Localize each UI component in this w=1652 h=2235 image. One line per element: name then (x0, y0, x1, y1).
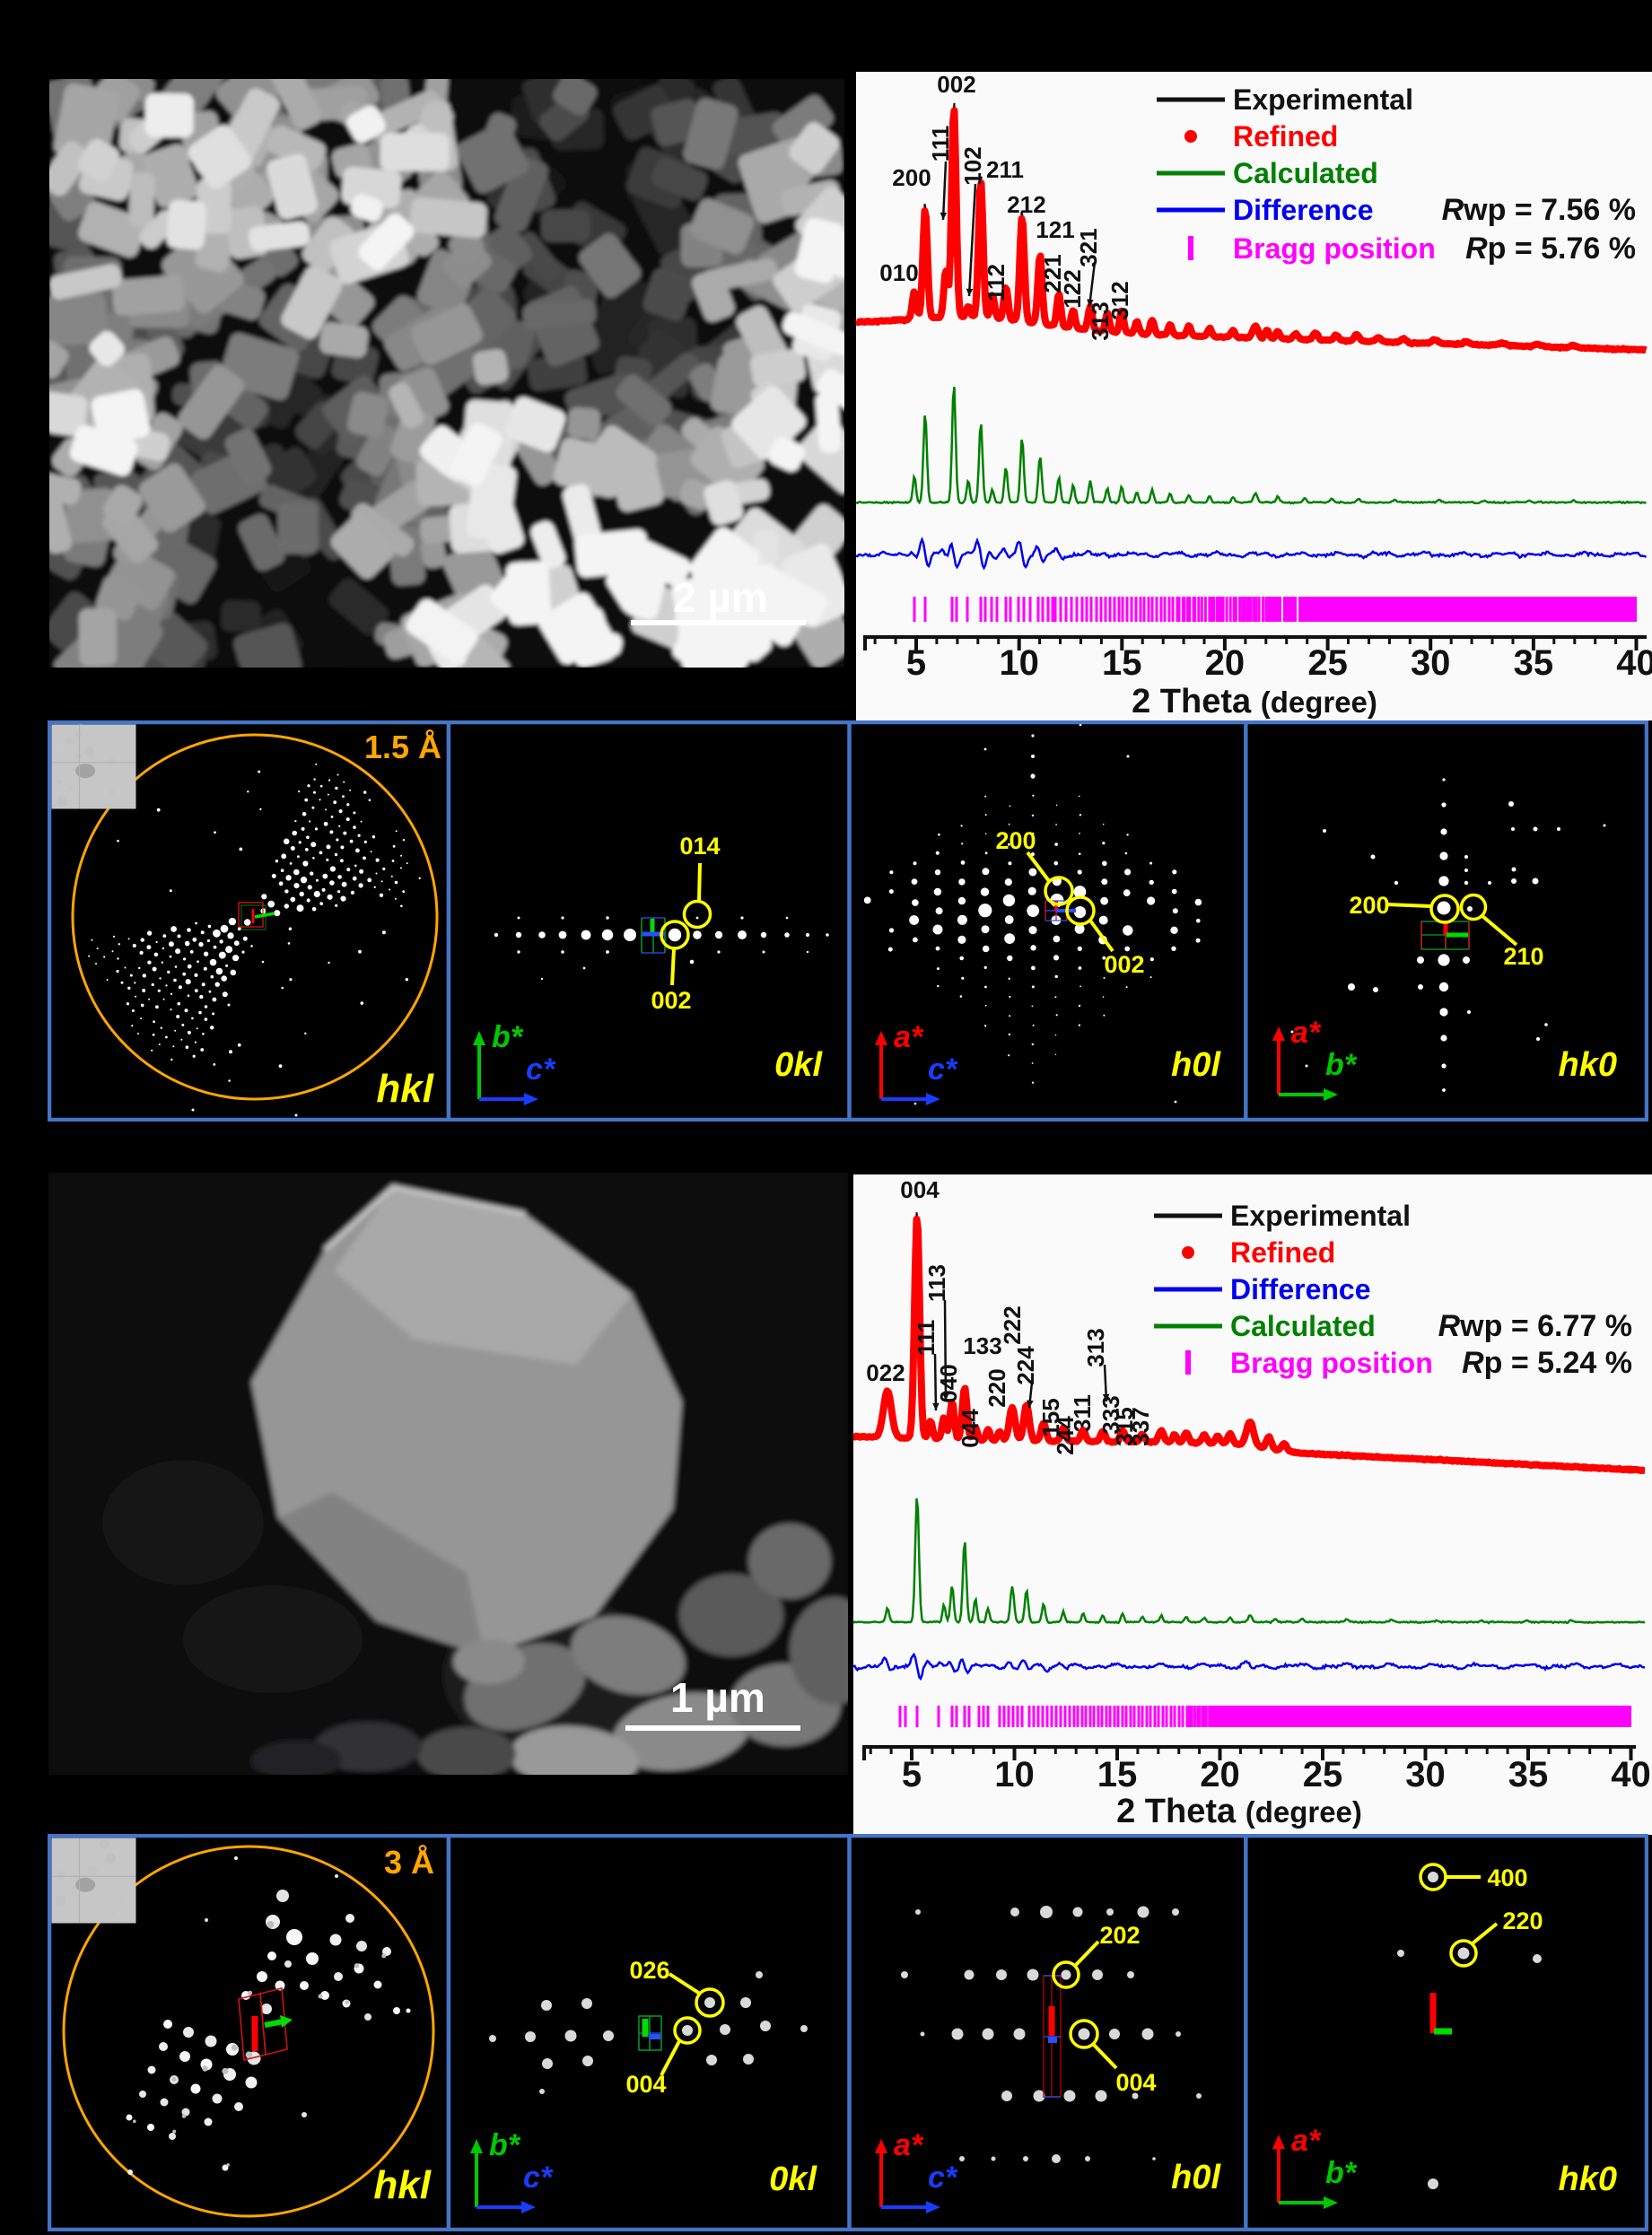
svg-text:044: 044 (957, 1409, 983, 1448)
svg-text:Experimental: Experimental (1230, 1200, 1411, 1232)
svg-text:200: 200 (892, 164, 931, 191)
svg-text:Rwp = 6.77 %: Rwp = 6.77 % (1438, 1309, 1632, 1343)
svg-text:220: 220 (1502, 1908, 1543, 1934)
svg-text:220: 220 (983, 1368, 1010, 1407)
svg-text:20: 20 (1205, 643, 1246, 683)
svg-text:15: 15 (1097, 1755, 1138, 1794)
svg-text:224: 224 (1012, 1346, 1039, 1385)
svg-text:315: 315 (1111, 1407, 1138, 1445)
svg-text:014: 014 (679, 833, 720, 860)
svg-text:313: 313 (1087, 301, 1114, 340)
svg-text:1 µm: 1 µm (670, 1674, 765, 1721)
svg-text:c*: c* (526, 1052, 556, 1087)
svg-text:a*: a* (1291, 2124, 1322, 2158)
svg-text:222: 222 (999, 1305, 1026, 1344)
svg-text:Difference: Difference (1230, 1273, 1371, 1305)
svg-text:b*: b* (492, 1020, 524, 1054)
svg-text:002: 002 (651, 987, 691, 1014)
svg-text:Refined: Refined (1230, 1236, 1335, 1269)
svg-text:Experimental: Experimental (1233, 83, 1413, 116)
svg-text:312: 312 (1106, 281, 1133, 319)
svg-text:122: 122 (1059, 269, 1086, 308)
svg-text:2 Theta (degree): 2 Theta (degree) (1116, 1793, 1362, 1830)
svg-text:010: 010 (879, 259, 918, 286)
svg-text:c*: c* (523, 2161, 554, 2195)
svg-text:002: 002 (1104, 951, 1144, 978)
svg-text:hk0: hk0 (1559, 1046, 1617, 1084)
svg-text:211: 211 (986, 156, 1024, 183)
svg-text:hkl: hkl (376, 1067, 433, 1111)
svg-text:400: 400 (1487, 1864, 1527, 1891)
svg-text:202: 202 (1099, 1922, 1140, 1949)
svg-text:Bragg position: Bragg position (1233, 232, 1436, 265)
svg-text:35: 35 (1514, 643, 1554, 683)
svg-text:111: 111 (913, 1320, 940, 1357)
svg-text:15: 15 (1102, 643, 1142, 683)
svg-text:20: 20 (1200, 1755, 1240, 1794)
svg-text:Refined: Refined (1233, 120, 1338, 153)
svg-text:002: 002 (937, 72, 975, 98)
svg-text:40: 40 (1611, 1755, 1651, 1794)
svg-text:c*: c* (928, 2161, 958, 2195)
svg-text:200: 200 (1349, 892, 1389, 919)
svg-text:3 Å: 3 Å (384, 1844, 434, 1881)
svg-text:311: 311 (1069, 1394, 1096, 1432)
svg-text:133: 133 (963, 1332, 1001, 1359)
svg-text:h0l: h0l (1171, 1046, 1221, 1084)
svg-text:0kl: 0kl (769, 2161, 817, 2198)
svg-text:30: 30 (1405, 1755, 1446, 1794)
svg-text:004: 004 (625, 2071, 666, 2098)
svg-text:111: 111 (927, 126, 954, 162)
svg-text:004: 004 (1115, 2069, 1156, 2096)
svg-text:hkl: hkl (373, 2163, 431, 2207)
svg-text:321: 321 (1075, 228, 1102, 266)
svg-text:313: 313 (1082, 1328, 1109, 1366)
svg-text:25: 25 (1307, 643, 1348, 683)
svg-text:Calculated: Calculated (1230, 1310, 1376, 1342)
svg-text:Rp = 5.24 %: Rp = 5.24 % (1462, 1346, 1632, 1380)
svg-text:35: 35 (1508, 1755, 1549, 1794)
svg-text:2 Theta (degree): 2 Theta (degree) (1132, 683, 1377, 720)
svg-text:Rwp = 7.56 %: Rwp = 7.56 % (1442, 193, 1636, 227)
svg-text:155: 155 (1037, 1398, 1064, 1436)
svg-text:5: 5 (902, 1755, 922, 1794)
svg-text:212: 212 (1007, 191, 1045, 218)
svg-text:a*: a* (894, 2128, 924, 2162)
svg-text:244: 244 (1052, 1416, 1079, 1455)
svg-text:Difference: Difference (1233, 194, 1374, 226)
svg-text:210: 210 (1503, 943, 1543, 970)
svg-text:40: 40 (1616, 643, 1652, 683)
svg-text:h0l: h0l (1171, 2159, 1221, 2196)
svg-text:102: 102 (959, 146, 986, 185)
svg-text:Bragg position: Bragg position (1230, 1347, 1433, 1379)
svg-text:1.5 Å: 1.5 Å (364, 729, 441, 765)
svg-text:004: 004 (900, 1176, 940, 1203)
svg-text:221: 221 (1039, 254, 1066, 292)
svg-text:Rp = 5.76 %: Rp = 5.76 % (1465, 231, 1636, 266)
svg-text:a*: a* (894, 1020, 924, 1054)
svg-text:b*: b* (489, 2128, 521, 2162)
svg-text:200: 200 (995, 827, 1036, 854)
svg-text:10: 10 (999, 643, 1039, 683)
svg-text:121: 121 (1036, 216, 1074, 243)
svg-text:5: 5 (906, 643, 926, 683)
svg-text:113: 113 (923, 1264, 950, 1302)
svg-text:hk0: hk0 (1559, 2161, 1617, 2198)
svg-text:112: 112 (983, 264, 1010, 301)
svg-text:337: 337 (1127, 1407, 1154, 1445)
svg-text:040: 040 (935, 1364, 962, 1402)
svg-text:a*: a* (1291, 1016, 1322, 1050)
svg-text:10: 10 (994, 1755, 1035, 1794)
svg-text:b*: b* (1325, 2156, 1358, 2190)
svg-text:30: 30 (1411, 643, 1451, 683)
svg-text:0kl: 0kl (774, 1046, 823, 1084)
svg-text:2 µm: 2 µm (673, 574, 768, 621)
svg-text:026: 026 (629, 1957, 669, 1984)
svg-text:25: 25 (1303, 1755, 1343, 1794)
svg-text:b*: b* (1325, 1048, 1358, 1082)
svg-text:333: 333 (1097, 1395, 1124, 1434)
svg-text:022: 022 (866, 1359, 905, 1386)
svg-text:c*: c* (928, 1052, 958, 1087)
svg-text:Calculated: Calculated (1233, 157, 1378, 189)
